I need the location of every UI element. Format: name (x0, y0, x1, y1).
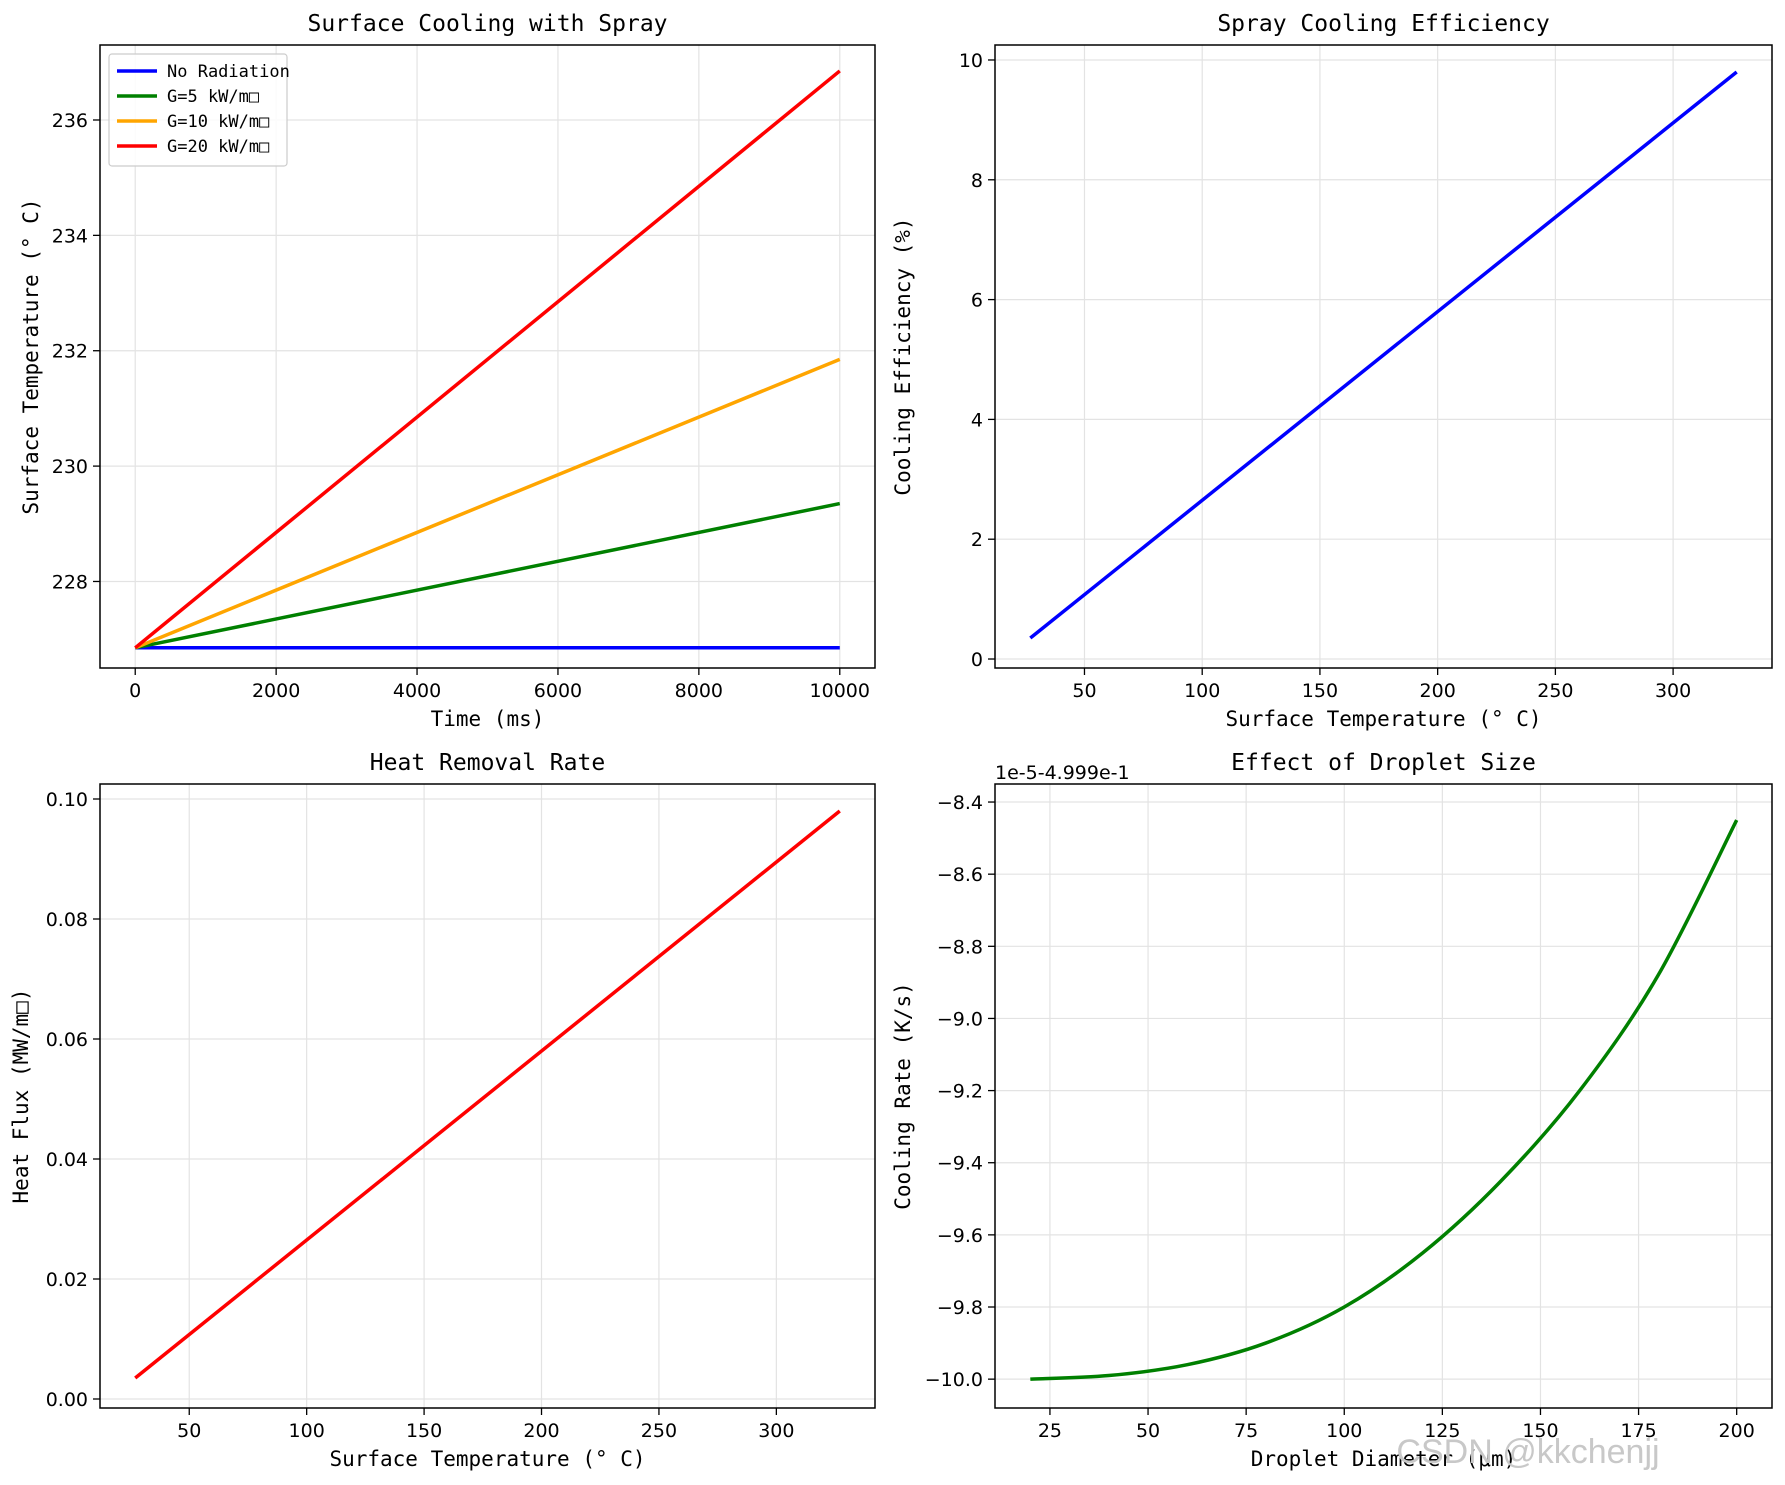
y-tick-label: 230 (52, 456, 88, 478)
y-tick-label: −9.6 (937, 1225, 983, 1247)
y-axis-label: Cooling Efficiency (%) (891, 217, 915, 495)
x-tick-label: 150 (406, 1420, 442, 1442)
x-tick-label: 50 (1136, 1420, 1160, 1442)
series-line (1030, 819, 1739, 1381)
series-line-g-5-kw-m (134, 501, 841, 650)
x-tick-label: 100 (289, 1420, 325, 1442)
x-tick-label: 200 (1420, 680, 1456, 702)
chart-droplet-size: 25 50 75 100 125 150 175 200 −10.0 −9.8 −9.6 −9.4 −9… (891, 750, 1773, 1471)
y-tick-label: 0.00 (46, 1389, 88, 1411)
y-tick-label: −8.8 (937, 936, 983, 958)
x-tick-label: 200 (1719, 1420, 1755, 1442)
x-tick-label: 150 (1302, 680, 1338, 702)
x-tick-label: 6000 (534, 680, 582, 702)
plot-frame (99, 783, 876, 1409)
y-axis-label: Surface Temperature (° C) (19, 198, 43, 514)
y-tick-label: 234 (52, 225, 88, 247)
chart-title: Heat Removal Rate (370, 750, 605, 776)
x-tick-label: 25 (1038, 1420, 1062, 1442)
series-line (1029, 70, 1738, 640)
legend-label: G=20 kW/m□ (167, 137, 270, 157)
chart-heat-removal: 50 100 150 200 250 300 0.00 0.02 0.04 0.06 0.08 0.1… (9, 750, 876, 1471)
chart-spray-efficiency: 50 100 150 200 250 300 0 2 4 6 8 10 Spray Cooling E… (891, 11, 1773, 731)
watermark: CSDN @kkchenjj (1396, 1433, 1659, 1471)
chart-title: Spray Cooling Efficiency (1217, 11, 1549, 37)
legend-label: G=5 kW/m□ (167, 87, 260, 107)
x-tick-label: 2000 (252, 680, 300, 702)
y-tick-label: 0.02 (46, 1269, 88, 1291)
y-tick-label: −9.0 (937, 1008, 983, 1030)
x-tick-label: 175 (1620, 1420, 1656, 1442)
chart-title: Effect of Droplet Size (1231, 750, 1536, 776)
legend-frame (108, 53, 288, 167)
x-tick-label: 0 (129, 680, 141, 702)
chart-title: Surface Cooling with Spray (307, 11, 667, 37)
chart-surface-cooling: 0 2000 4000 6000 8000 10000 228 230 232 234 236 Su… (19, 11, 876, 731)
x-tick-label: 100 (1326, 1420, 1362, 1442)
x-tick-label: 150 (1522, 1420, 1558, 1442)
y-tick-label: −8.4 (937, 792, 983, 814)
y-tick-label: 8 (971, 170, 983, 192)
series-line-g-20-kw-m (134, 69, 841, 650)
plot-frame (994, 44, 1773, 669)
y-axis-offset-text: 1e-5-4.999e-1 (995, 762, 1130, 784)
plot-frame (994, 783, 1773, 1409)
y-tick-label: −9.2 (937, 1081, 983, 1103)
x-tick-label: 50 (177, 1420, 201, 1442)
legend-label: G=10 kW/m□ (167, 112, 270, 132)
x-tick-label: 75 (1234, 1420, 1258, 1442)
y-tick-label: −10.0 (925, 1369, 983, 1391)
y-tick-label: 10 (959, 50, 983, 72)
y-tick-label: 0.08 (46, 909, 88, 931)
y-tick-label: 236 (52, 110, 88, 132)
y-axis-label: Heat Flux (MW/m□) (9, 989, 33, 1204)
x-axis-label: Surface Temperature (° C) (329, 1447, 645, 1471)
x-axis-label: Droplet Diameter (μm) (1251, 1447, 1517, 1471)
x-tick-label: 10000 (810, 680, 870, 702)
x-tick-label: 8000 (675, 680, 723, 702)
x-tick-label: 300 (758, 1420, 794, 1442)
y-tick-label: −8.6 (937, 864, 983, 886)
series-line (134, 809, 841, 1380)
x-axis-label: Time (ms) (431, 707, 545, 731)
plot-frame (99, 44, 876, 669)
y-tick-label: 6 (971, 290, 983, 312)
x-axis-label: Surface Temperature (° C) (1225, 707, 1541, 731)
y-tick-label: 2 (971, 529, 983, 551)
x-tick-label: 100 (1184, 680, 1220, 702)
y-tick-label: 0.06 (46, 1029, 88, 1051)
x-tick-label: 125 (1424, 1420, 1460, 1442)
y-tick-label: −9.4 (937, 1153, 983, 1175)
x-tick-label: 4000 (393, 680, 441, 702)
series-line-g-10-kw-m (134, 357, 841, 650)
y-tick-label: 4 (971, 409, 983, 431)
y-tick-label: 0.10 (46, 789, 88, 811)
x-tick-label: 250 (641, 1420, 677, 1442)
x-tick-label: 250 (1537, 680, 1573, 702)
y-tick-label: −9.8 (937, 1297, 983, 1319)
legend-label: No Radiation (167, 62, 290, 82)
x-tick-label: 200 (523, 1420, 559, 1442)
y-axis-label: Cooling Rate (K/s) (891, 982, 915, 1210)
y-tick-label: 0 (971, 649, 983, 671)
x-tick-label: 50 (1072, 680, 1096, 702)
x-tick-label: 300 (1655, 680, 1691, 702)
y-tick-label: 232 (52, 341, 88, 363)
legend: No Radiation G=5 kW/m□ G=10 kW/m□ G=20 kW/m… (108, 53, 290, 167)
y-tick-label: 228 (52, 571, 88, 593)
y-tick-label: 0.04 (46, 1149, 88, 1171)
